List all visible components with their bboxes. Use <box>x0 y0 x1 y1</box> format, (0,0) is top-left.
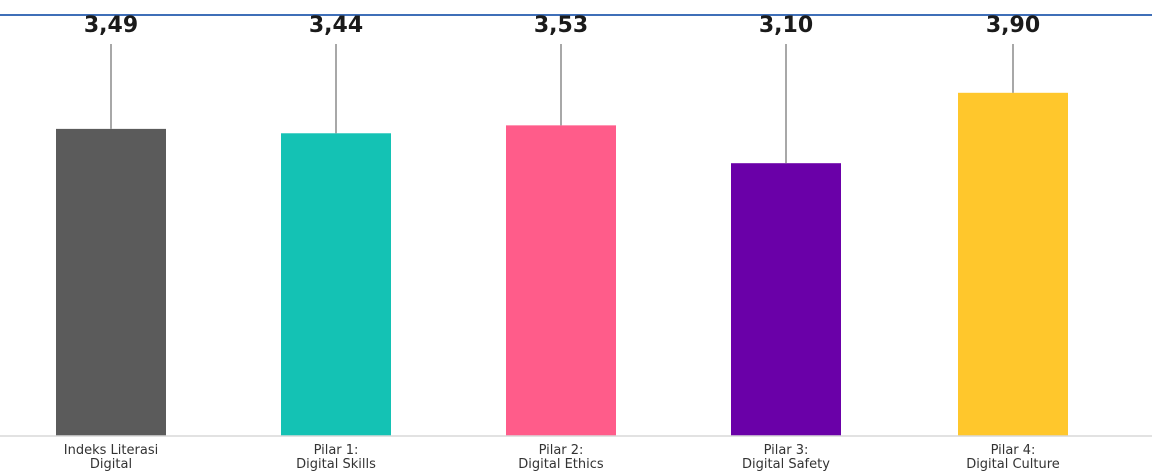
category-label-2-line-1: Digital Ethics <box>518 457 604 472</box>
category-label-3-line-0: Pilar 3: <box>764 443 809 458</box>
category-label-3-line-1: Digital Safety <box>742 457 830 472</box>
category-label-0-line-1: Digital <box>90 457 132 472</box>
category-label-2: Pilar 2: Digital Ethics <box>518 443 604 472</box>
category-label-0-line-0: Indeks Literasi <box>64 443 158 458</box>
category-label-3: Pilar 3: Digital Safety <box>742 443 830 472</box>
category-label-0: Indeks Literasi Digital <box>64 443 158 472</box>
bar-4 <box>958 92 1068 437</box>
category-label-4-line-0: Pilar 4: <box>991 443 1036 458</box>
bar-3 <box>731 163 841 436</box>
value-label-2: 3,53 <box>534 13 588 38</box>
bar-2 <box>506 125 616 437</box>
category-label-4: Pilar 4: Digital Culture <box>966 443 1060 472</box>
category-label-4-line-1: Digital Culture <box>966 457 1060 472</box>
category-label-2-line-0: Pilar 2: <box>539 443 584 458</box>
category-label-1-line-0: Pilar 1: <box>314 443 359 458</box>
value-label-3: 3,10 <box>759 13 813 38</box>
category-label-1-line-1: Digital Skills <box>296 457 376 472</box>
bar-0 <box>56 128 166 436</box>
value-label-1: 3,44 <box>309 13 363 38</box>
bar-1 <box>281 133 391 436</box>
value-label-0: 3,49 <box>84 13 138 38</box>
category-label-1: Pilar 1: Digital Skills <box>296 443 376 472</box>
value-label-4: 3,90 <box>986 13 1040 38</box>
